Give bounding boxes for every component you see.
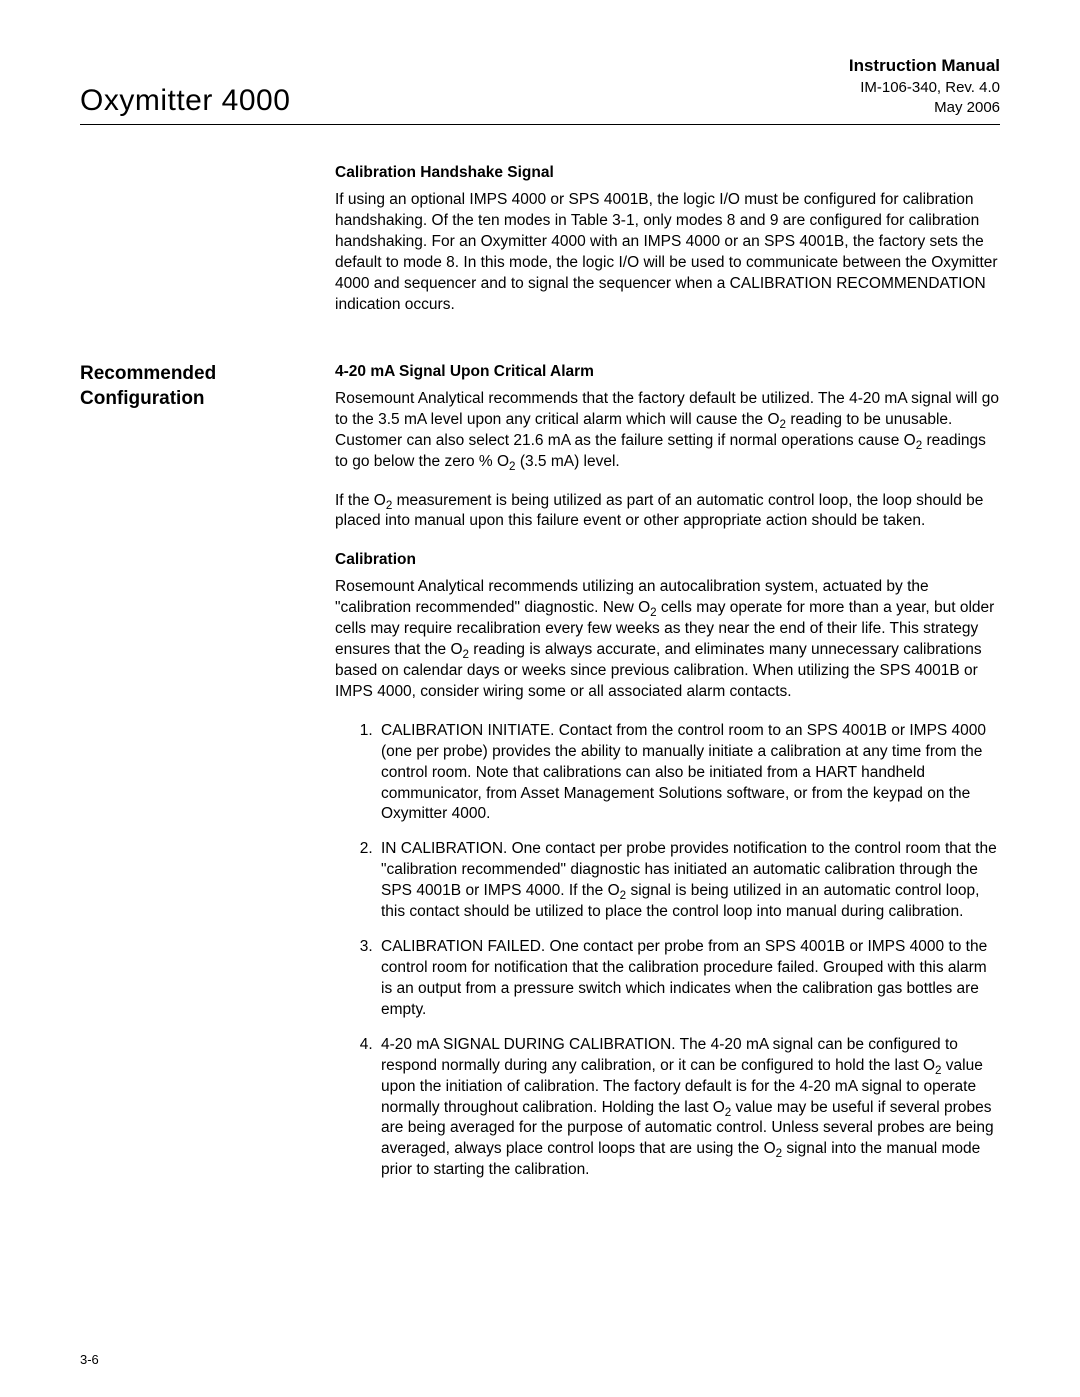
main-col-1: Calibration Handshake Signal If using an… [335, 163, 1000, 333]
manual-label: Instruction Manual [849, 55, 1000, 78]
list-item: 4-20 mA SIGNAL DURING CALIBRATION. The 4… [377, 1035, 1000, 1181]
calibration-list: CALIBRATION INITIATE. Contact from the c… [335, 721, 1000, 1181]
product-title: Oxymitter 4000 [80, 84, 290, 118]
para-calibration-intro: Rosemount Analytical recommends utilizin… [335, 577, 1000, 703]
heading-handshake: Calibration Handshake Signal [335, 163, 1000, 184]
page-container: Oxymitter 4000 Instruction Manual IM-106… [0, 0, 1080, 1397]
list-item: CALIBRATION INITIATE. Contact from the c… [377, 721, 1000, 826]
para-420ma-1: Rosemount Analytical recommends that the… [335, 389, 1000, 473]
para-handshake: If using an optional IMPS 4000 or SPS 40… [335, 190, 1000, 316]
side-heading-recommended: Recommended Configuration [80, 362, 335, 1195]
section-calibration-handshake: Calibration Handshake Signal If using an… [80, 163, 1000, 333]
section-recommended-config: Recommended Configuration 4-20 mA Signal… [80, 362, 1000, 1195]
side-heading-line1: Recommended [80, 362, 325, 387]
side-col-empty [80, 163, 335, 333]
list-item: CALIBRATION FAILED. One contact per prob… [377, 937, 1000, 1021]
header-meta: Instruction Manual IM-106-340, Rev. 4.0 … [849, 55, 1000, 118]
page-number: 3-6 [80, 1352, 99, 1367]
side-heading-line2: Configuration [80, 387, 325, 412]
doc-number: IM-106-340, Rev. 4.0 [849, 78, 1000, 98]
list-item: IN CALIBRATION. One contact per probe pr… [377, 839, 1000, 923]
para-420ma-2: If the O2 measurement is being utilized … [335, 491, 1000, 533]
main-col-2: 4-20 mA Signal Upon Critical Alarm Rosem… [335, 362, 1000, 1195]
doc-date: May 2006 [849, 98, 1000, 118]
page-header: Oxymitter 4000 Instruction Manual IM-106… [80, 55, 1000, 125]
heading-calibration: Calibration [335, 550, 1000, 571]
heading-420ma: 4-20 mA Signal Upon Critical Alarm [335, 362, 1000, 383]
